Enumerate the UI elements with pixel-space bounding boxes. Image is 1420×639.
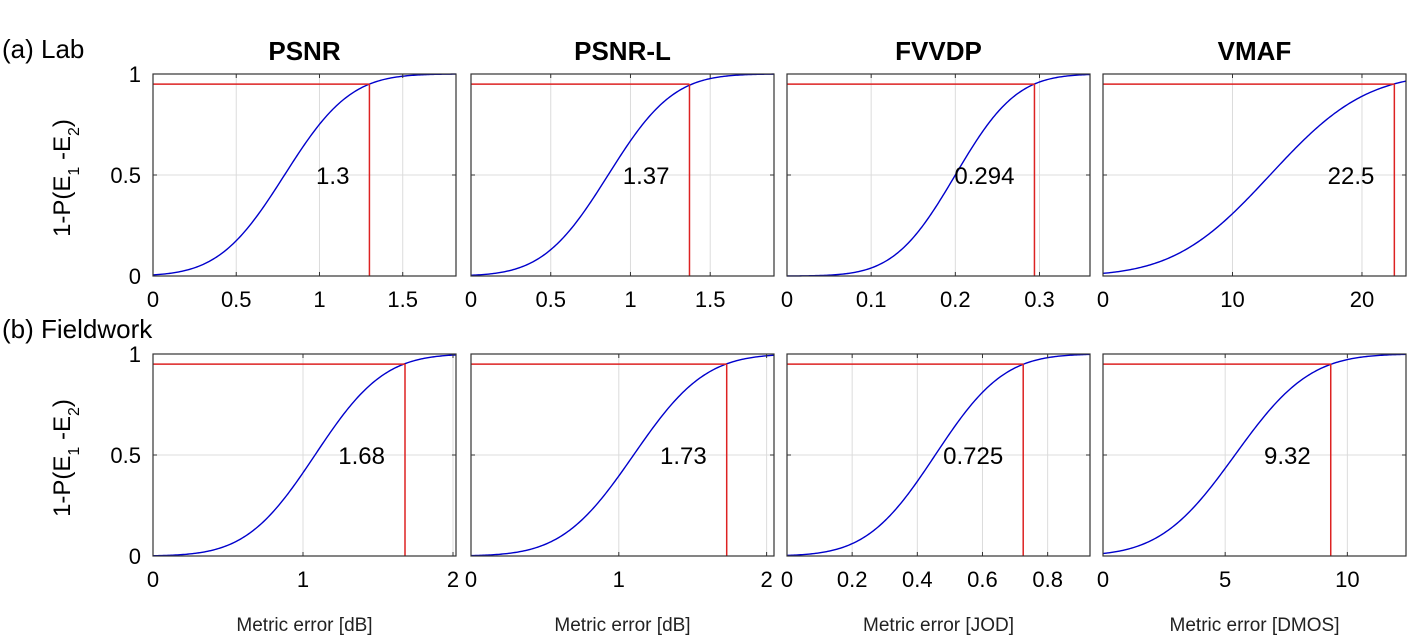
x-tick-label: 0.6 <box>967 567 998 592</box>
x-tick-label: 0.5 <box>221 287 252 312</box>
panel-1-1: 1.73 0 1 2 Metric error [dB] <box>465 353 775 636</box>
threshold-value-label: 9.32 <box>1264 443 1311 470</box>
threshold-value-label: 1.37 <box>623 163 670 190</box>
y-tick-label: 1 <box>129 342 141 367</box>
x-axis-label: Metric error [dB] <box>236 615 372 636</box>
x-tick-label: 5 <box>1219 567 1231 592</box>
row-label-lab: (a) Lab <box>2 34 84 64</box>
cdf-curve <box>786 353 1091 557</box>
chart-panels: 1.3 0 0.5 1 1.5 0 0.5 1 PSNR 1.37 0 0.5 1 1.5 PSNR-L 0.… <box>110 36 1407 636</box>
row-label-fieldwork: (b) Fieldwork <box>2 314 153 344</box>
x-axis-label: Metric error [dB] <box>554 615 690 636</box>
x-axis-label: Metric error [DMOS] <box>1170 615 1340 636</box>
x-tick-label: 0.4 <box>902 567 933 592</box>
y-axis-label-fieldwork: 1-P(E1 -E2) <box>49 399 83 517</box>
x-tick-label: 0.2 <box>940 287 971 312</box>
threshold-value-label: 1.68 <box>338 443 385 470</box>
panel-0-2: 0.294 0 0.1 0.2 0.3 FVVDP <box>781 36 1091 312</box>
panel-title: FVVDP <box>895 36 982 66</box>
cdf-curve <box>787 73 1091 277</box>
threshold-value-label: 22.5 <box>1328 163 1375 190</box>
cdf-curve <box>152 354 457 557</box>
x-tick-label: 0.2 <box>837 567 868 592</box>
threshold-value-label: 0.294 <box>954 163 1014 190</box>
x-tick-label: 1.5 <box>387 287 418 312</box>
y-tick-label: 0.5 <box>110 163 141 188</box>
x-tick-label: 0.1 <box>856 287 887 312</box>
cdf-curve <box>1102 80 1407 275</box>
x-tick-label: 0 <box>147 567 159 592</box>
x-tick-label: 0 <box>781 567 793 592</box>
y-tick-label: 0 <box>129 544 141 569</box>
x-tick-label: 1.5 <box>695 287 726 312</box>
threshold-value-label: 1.73 <box>660 443 707 470</box>
threshold-value-label: 0.725 <box>943 443 1003 470</box>
x-tick-label: 1 <box>297 567 309 592</box>
y-tick-label: 0 <box>129 264 141 289</box>
x-tick-label: 0.8 <box>1032 567 1063 592</box>
x-tick-label: 0 <box>465 567 477 592</box>
panel-1-2: 0.725 0 0.2 0.4 0.6 0.8 Metric error [JOD] <box>781 353 1091 636</box>
x-tick-label: 20 <box>1350 287 1374 312</box>
x-tick-label: 0.5 <box>535 287 566 312</box>
panel-0-0: 1.3 0 0.5 1 1.5 0 0.5 1 PSNR <box>110 36 457 312</box>
panel-0-1: 1.37 0 0.5 1 1.5 PSNR-L <box>465 36 775 312</box>
panel-title: PSNR-L <box>574 36 671 66</box>
y-tick-label: 1 <box>129 62 141 87</box>
x-tick-label: 10 <box>1220 287 1244 312</box>
panel-title: VMAF <box>1218 36 1292 66</box>
y-axis-label-lab: 1-P(E1 -E2) <box>49 119 83 237</box>
panel-1-3: 9.32 0 5 10 Metric error [DMOS] <box>1097 353 1407 636</box>
panel-title: PSNR <box>268 36 340 66</box>
x-axis-label: Metric error [JOD] <box>863 615 1014 636</box>
x-tick-label: 0 <box>147 287 159 312</box>
x-tick-label: 1 <box>624 287 636 312</box>
x-tick-label: 0 <box>781 287 793 312</box>
cdf-curve <box>152 73 457 276</box>
x-tick-label: 0.3 <box>1024 287 1055 312</box>
x-tick-label: 0 <box>1097 287 1109 312</box>
panel-0-3: 22.5 0 10 20 VMAF <box>1097 36 1407 312</box>
cdf-curve <box>1102 353 1407 555</box>
y-tick-label: 0.5 <box>110 443 141 468</box>
cdf-curve <box>470 354 775 557</box>
threshold-value-label: 1.3 <box>316 163 349 190</box>
cdf-curve <box>470 73 775 276</box>
x-tick-label: 1 <box>613 567 625 592</box>
x-tick-label: 10 <box>1335 567 1359 592</box>
x-tick-label: 0 <box>1097 567 1109 592</box>
x-tick-label: 2 <box>760 567 772 592</box>
x-tick-label: 2 <box>447 567 459 592</box>
x-tick-label: 1 <box>313 287 325 312</box>
panel-1-0: 1.68 0 1 2 0 0.5 1 Metric error [dB] <box>110 342 459 636</box>
x-tick-label: 0 <box>465 287 477 312</box>
